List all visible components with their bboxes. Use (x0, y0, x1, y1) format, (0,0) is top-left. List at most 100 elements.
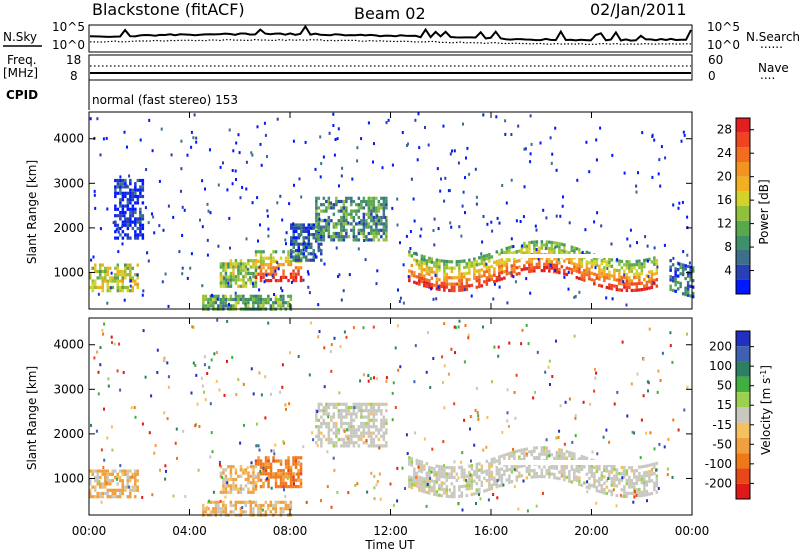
heatmap-cell (134, 475, 137, 480)
heatmap-cell (257, 272, 260, 276)
heatmap-cell (229, 281, 233, 285)
heatmap-cell (352, 225, 356, 229)
heatmap-cell (377, 222, 381, 226)
scatter-cell (257, 444, 260, 448)
heatmap-cell (528, 469, 531, 473)
heatmap-cell (129, 188, 132, 192)
heatmap-cell (290, 242, 293, 246)
scatter-cell (360, 137, 363, 141)
velocity-colorbar-swatch (736, 346, 750, 362)
heatmap-cell (237, 474, 240, 478)
heatmap-cell (610, 464, 614, 468)
scatter-cell (663, 243, 666, 247)
heatmap-cell (267, 503, 270, 508)
heatmap-cell (136, 198, 140, 202)
scatter-cell (312, 438, 315, 442)
scatter-cell (231, 182, 234, 186)
heatmap-cell (284, 500, 288, 504)
heatmap-cell (129, 201, 132, 205)
heatmap-cell (445, 475, 449, 479)
heatmap-cell (545, 472, 549, 476)
heatmap-cell (495, 279, 499, 283)
heatmap-cell (297, 475, 300, 479)
heatmap-cell (312, 226, 315, 230)
scatter-cell (443, 199, 446, 203)
heatmap-cell (279, 263, 283, 267)
heatmap-cell (119, 217, 122, 221)
heatmap-cell (478, 491, 481, 495)
heatmap-cell (385, 206, 388, 210)
heatmap-cell (674, 276, 677, 281)
scatter-cell (486, 222, 489, 226)
heatmap-cell (335, 405, 338, 410)
scatter-cell (211, 450, 214, 454)
heatmap-cell (322, 203, 326, 207)
heatmap-cell (252, 262, 255, 266)
heatmap-cell (558, 267, 561, 271)
heatmap-cell (443, 262, 446, 267)
heatmap-cell (475, 462, 479, 466)
scatter-cell (298, 234, 301, 238)
heatmap-cell (628, 475, 631, 479)
heatmap-cell (212, 500, 215, 504)
heatmap-cell (515, 468, 519, 473)
heatmap-cell (380, 421, 383, 426)
heatmap-cell (89, 276, 92, 280)
heatmap-cell (337, 402, 341, 406)
heatmap-cell (498, 458, 501, 462)
heatmap-cell (525, 476, 529, 480)
heatmap-cell (300, 249, 303, 253)
scatter-cell (356, 159, 359, 163)
scatter-cell (521, 244, 524, 248)
heatmap-cell (262, 275, 265, 279)
heatmap-cell (114, 194, 117, 199)
heatmap-cell (615, 478, 619, 482)
scatter-cell (164, 477, 167, 481)
heatmap-cell (603, 272, 606, 276)
heatmap-cell (445, 272, 449, 276)
scatter-cell (616, 258, 619, 262)
heatmap-cell (224, 474, 228, 478)
scatter-cell (443, 322, 446, 326)
heatmap-cell (352, 431, 356, 435)
nave-label: Nave (758, 61, 789, 75)
heatmap-cell (129, 207, 132, 211)
heatmap-cell (603, 266, 606, 270)
scatter-cell (235, 178, 237, 181)
heatmap-cell (671, 279, 675, 283)
scatter-cell (449, 221, 452, 225)
heatmap-cell (257, 478, 260, 482)
heatmap-cell (292, 236, 295, 240)
heatmap-cell (413, 480, 416, 484)
heatmap-cell (528, 241, 531, 245)
scatter-cell (508, 341, 511, 345)
heatmap-cell (264, 510, 268, 514)
heatmap-cell (134, 201, 137, 205)
heatmap-cell (129, 273, 132, 277)
heatmap-cell (505, 269, 509, 273)
scatter-cell (469, 427, 471, 431)
heatmap-cell (315, 231, 318, 236)
heatmap-cell (440, 468, 444, 472)
heatmap-cell (370, 444, 373, 448)
heatmap-cell (580, 458, 584, 462)
heatmap-cell (224, 271, 228, 276)
heatmap-cell (224, 503, 228, 508)
heatmap-cell (568, 260, 571, 264)
heatmap-cell (332, 231, 336, 236)
heatmap-cell (139, 214, 142, 218)
scatter-cell (210, 358, 213, 362)
heatmap-cell (488, 275, 491, 279)
heatmap-cell (413, 477, 416, 481)
heatmap-cell (645, 274, 649, 278)
heatmap-cell (269, 259, 273, 263)
heatmap-cell (435, 287, 439, 291)
heatmap-cell (430, 283, 434, 287)
scatter-cell (118, 342, 120, 346)
scatter-cell (98, 480, 101, 484)
heatmap-cell (114, 191, 117, 195)
heatmap-cell (139, 185, 142, 189)
heatmap-cell (229, 500, 233, 504)
heatmap-cell (463, 475, 466, 479)
heatmap-cell (134, 472, 137, 476)
